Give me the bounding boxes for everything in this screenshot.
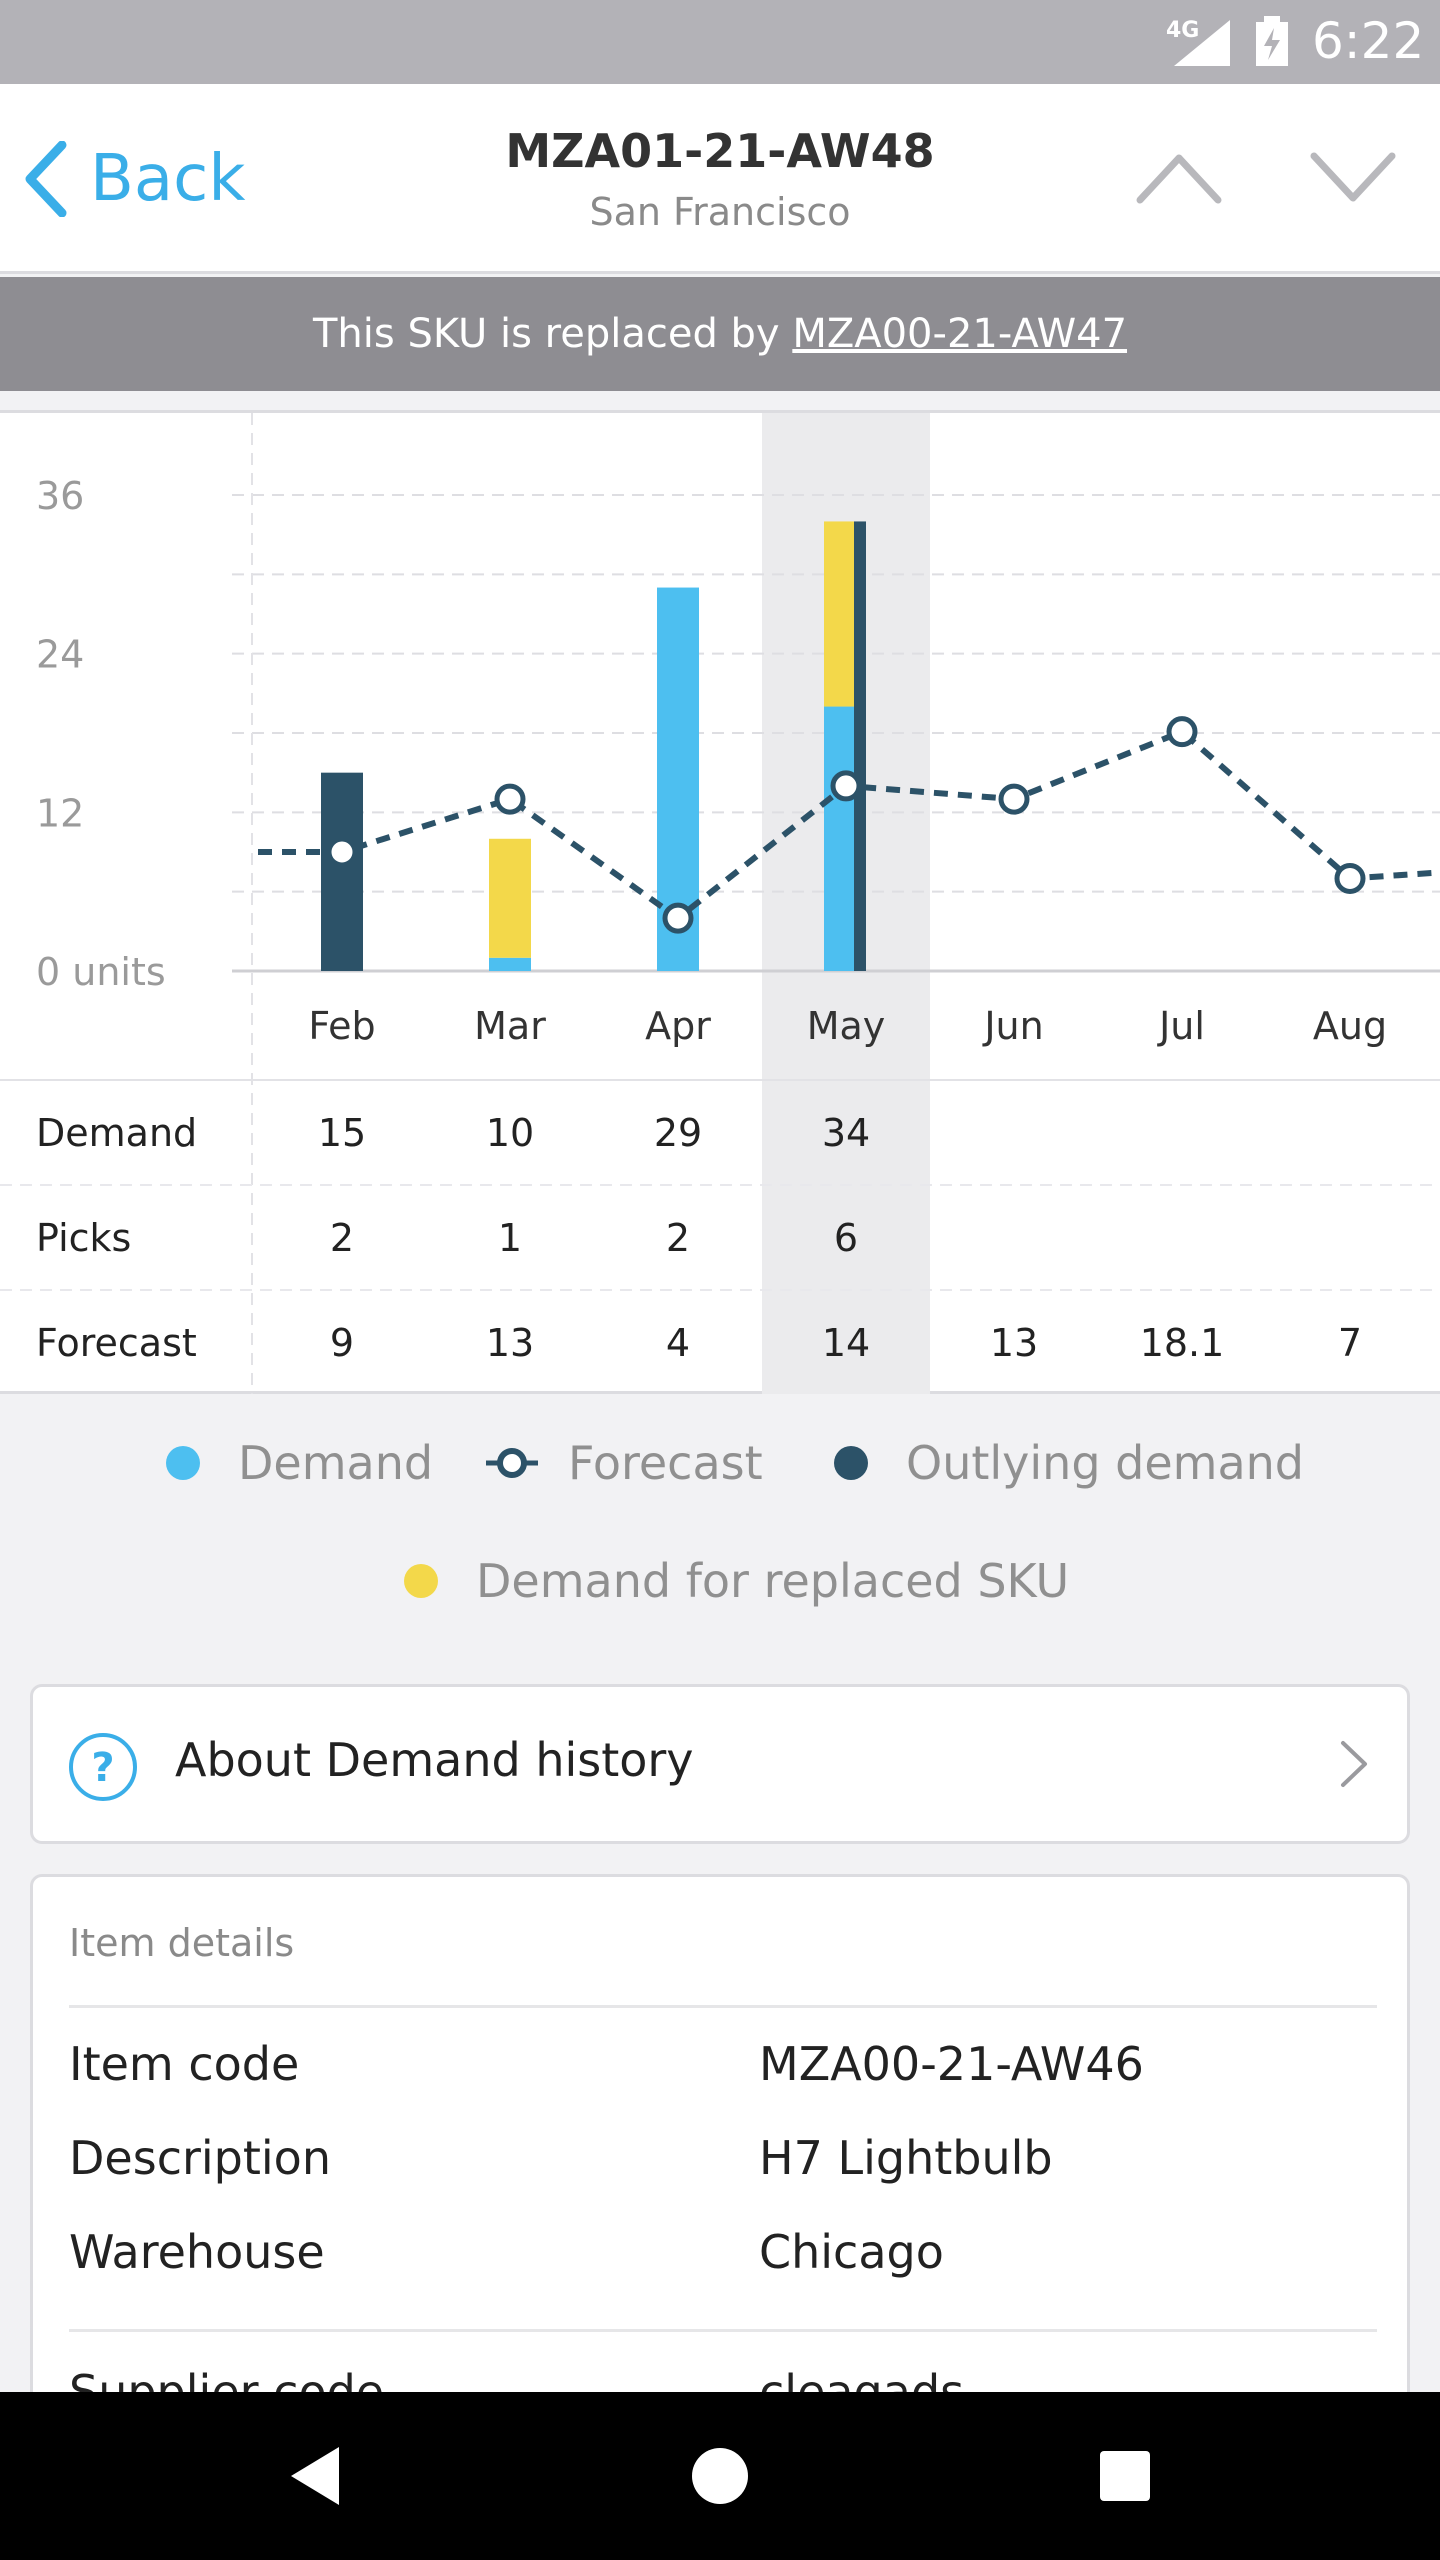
svg-text:?: ? [91, 1745, 114, 1791]
table-row-label: Demand [36, 1111, 197, 1155]
y-tick-label: 36 [36, 474, 84, 518]
replaced-sku-bar [489, 838, 531, 958]
x-tick-label: May [807, 1004, 886, 1048]
replacement-sku-link[interactable]: MZA00-21-AW47 [792, 311, 1128, 357]
outlying-demand-bar [321, 772, 363, 971]
legend-item-replaced: Demand for replaced SKU [404, 1554, 1069, 1608]
forecast-point [494, 783, 526, 815]
question-circle-icon: ? [69, 1733, 137, 1801]
status-bar: 4G 6:22 [0, 0, 1440, 84]
x-tick-label: Jun [982, 1004, 1043, 1048]
divider [69, 2329, 1377, 2332]
replaced-sku-banner: This SKU is replaced by MZA00-21-AW47 [0, 277, 1440, 391]
table-cell: 34 [822, 1111, 870, 1155]
detail-value: H7 Lightbulb [759, 2131, 1053, 2185]
table-cell: 6 [834, 1216, 858, 1260]
legend-outlying-label: Outlying demand [906, 1436, 1305, 1490]
table-cell: 13 [990, 1321, 1038, 1365]
next-item-button[interactable] [1310, 150, 1396, 206]
table-cell: 29 [654, 1111, 702, 1155]
y-tick-label: 24 [36, 633, 84, 677]
system-home-button[interactable] [645, 2392, 795, 2560]
navigation-header: Back MZA01-21-AW48 San Francisco [0, 84, 1440, 274]
table-cell: 7 [1338, 1321, 1362, 1365]
forecast-point [830, 770, 862, 802]
table-cell: 13 [486, 1321, 534, 1365]
page-title: MZA01-21-AW48 [505, 124, 935, 178]
x-tick-label: Mar [474, 1004, 546, 1048]
table-cell: 10 [486, 1111, 534, 1155]
detail-key: Item code [69, 2037, 300, 2091]
replaced-dot-icon [404, 1564, 438, 1598]
legend-forecast-label: Forecast [568, 1436, 763, 1490]
status-clock: 6:22 [1312, 12, 1425, 70]
legend-item-forecast: Forecast [486, 1436, 763, 1490]
demand-history-chart-card: 0 units 12 24 36 Feb Mar Apr May Jun Jul Aug Demand… [0, 410, 1440, 1394]
signal-icon [1174, 20, 1230, 66]
back-label: Back [90, 142, 246, 216]
table-cell: 9 [330, 1321, 354, 1365]
divider [69, 2005, 1377, 2008]
forecast-point [998, 783, 1030, 815]
forecast-point [662, 902, 694, 934]
table-cell: 18.1 [1140, 1321, 1225, 1365]
detail-key: Description [69, 2131, 331, 2185]
table-cell: 4 [666, 1321, 690, 1365]
forecast-point [1334, 862, 1366, 894]
forecast-point [1166, 716, 1198, 748]
y-tick-label: 0 units [36, 950, 166, 994]
x-tick-label: Apr [645, 1004, 711, 1048]
network-type: 4G [1166, 18, 1200, 43]
table-cell: 14 [822, 1321, 870, 1365]
detail-value: MZA00-21-AW46 [759, 2037, 1144, 2091]
previous-item-button[interactable] [1136, 150, 1222, 206]
square-recents-icon [1100, 2451, 1150, 2501]
battery-icon [1256, 16, 1288, 66]
legend-replaced-label: Demand for replaced SKU [476, 1554, 1070, 1608]
forecast-marker-icon [486, 1448, 538, 1478]
item-details-header: Item details [69, 1921, 295, 1965]
replaced-sku-bar [824, 521, 854, 707]
outlying-dot-icon [834, 1446, 868, 1480]
table-row-label: Forecast [36, 1321, 197, 1365]
x-tick-label: Aug [1313, 1004, 1387, 1048]
detail-key: Warehouse [69, 2225, 325, 2279]
system-back-button[interactable] [240, 2392, 390, 2560]
table-row-label: Picks [36, 1216, 131, 1260]
table-cell: 2 [666, 1216, 690, 1260]
chevron-right-icon [1341, 1741, 1367, 1787]
system-recents-button[interactable] [1050, 2392, 1200, 2560]
about-label: About Demand history [175, 1733, 694, 1787]
forecast-point [326, 836, 358, 868]
detail-value: Chicago [759, 2225, 944, 2279]
system-navigation-bar [0, 2392, 1440, 2560]
legend-item-outlying: Outlying demand [834, 1436, 1304, 1490]
demand-bar [824, 706, 854, 971]
circle-home-icon [692, 2448, 748, 2504]
demand-dot-icon [166, 1446, 200, 1480]
triangle-back-icon [291, 2447, 339, 2505]
replaced-sku-text: This SKU is replaced by [312, 311, 793, 357]
legend-item-demand: Demand [166, 1436, 433, 1490]
legend-demand-label: Demand [238, 1436, 434, 1490]
page-subtitle: San Francisco [589, 190, 851, 234]
back-button[interactable]: Back [24, 134, 245, 224]
x-tick-label: Feb [308, 1004, 375, 1048]
outlying-demand-bar [854, 521, 866, 971]
table-cell: 2 [330, 1216, 354, 1260]
demand-bar [489, 957, 531, 971]
table-cell: 1 [498, 1216, 522, 1260]
y-tick-label: 12 [36, 791, 84, 835]
about-demand-history-button[interactable]: ? About Demand history [30, 1684, 1410, 1844]
chevron-left-icon [25, 141, 67, 217]
table-cell: 15 [318, 1111, 366, 1155]
x-tick-label: Jul [1157, 1004, 1205, 1048]
